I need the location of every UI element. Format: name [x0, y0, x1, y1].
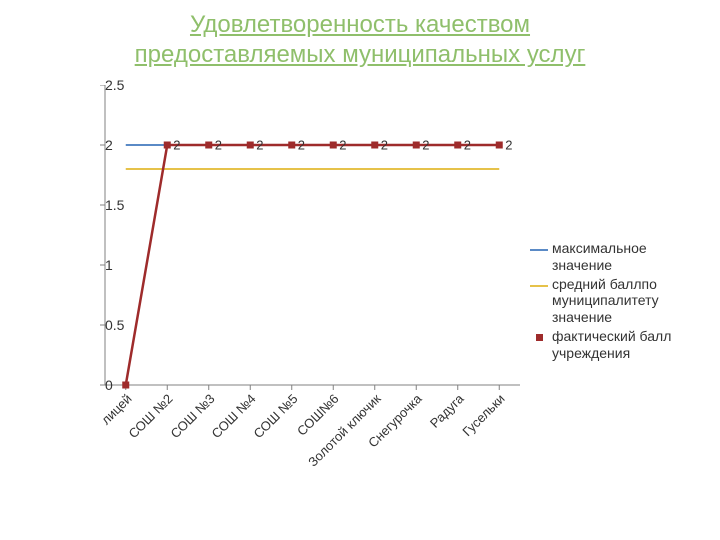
- data-point-label: 2: [339, 138, 346, 153]
- legend-item: фактический балл учреждения: [530, 328, 710, 362]
- data-point-label: 2: [464, 138, 471, 153]
- legend-line-icon: [530, 243, 548, 257]
- y-tick-label: 2.5: [105, 77, 111, 93]
- data-point-label: 2: [298, 138, 305, 153]
- y-tick-label: 1: [105, 257, 111, 273]
- legend-marker-icon: [530, 331, 548, 345]
- title-line-1: Удовлетворенность качеством: [190, 11, 530, 38]
- legend-item: средний баллпо муниципалитету значение: [530, 276, 710, 326]
- chart-title: Удовлетворенность качеством предоставляе…: [0, 0, 720, 70]
- title-line-2: предоставляемых муниципальных услуг: [135, 41, 586, 68]
- legend-label: средний баллпо муниципалитету значение: [552, 276, 710, 326]
- data-point-label: 2: [422, 138, 429, 153]
- y-tick-label: 1.5: [105, 197, 111, 213]
- data-point-label: 2: [215, 138, 222, 153]
- data-point-label: 2: [381, 138, 388, 153]
- legend-label: максимальное значение: [552, 240, 710, 274]
- data-point-label: 2: [173, 138, 180, 153]
- legend-label: фактический балл учреждения: [552, 328, 710, 362]
- y-tick-label: 0: [105, 377, 111, 393]
- legend-item: максимальное значение: [530, 240, 710, 274]
- legend: максимальное значениесредний баллпо муни…: [530, 240, 710, 364]
- slide: Удовлетворенность качеством предоставляе…: [0, 0, 720, 540]
- y-tick-label: 2: [105, 137, 111, 153]
- data-point-label: 2: [505, 138, 512, 153]
- data-point-label: 2: [256, 138, 263, 153]
- y-tick-label: 0.5: [105, 317, 111, 333]
- legend-line-icon: [530, 279, 548, 293]
